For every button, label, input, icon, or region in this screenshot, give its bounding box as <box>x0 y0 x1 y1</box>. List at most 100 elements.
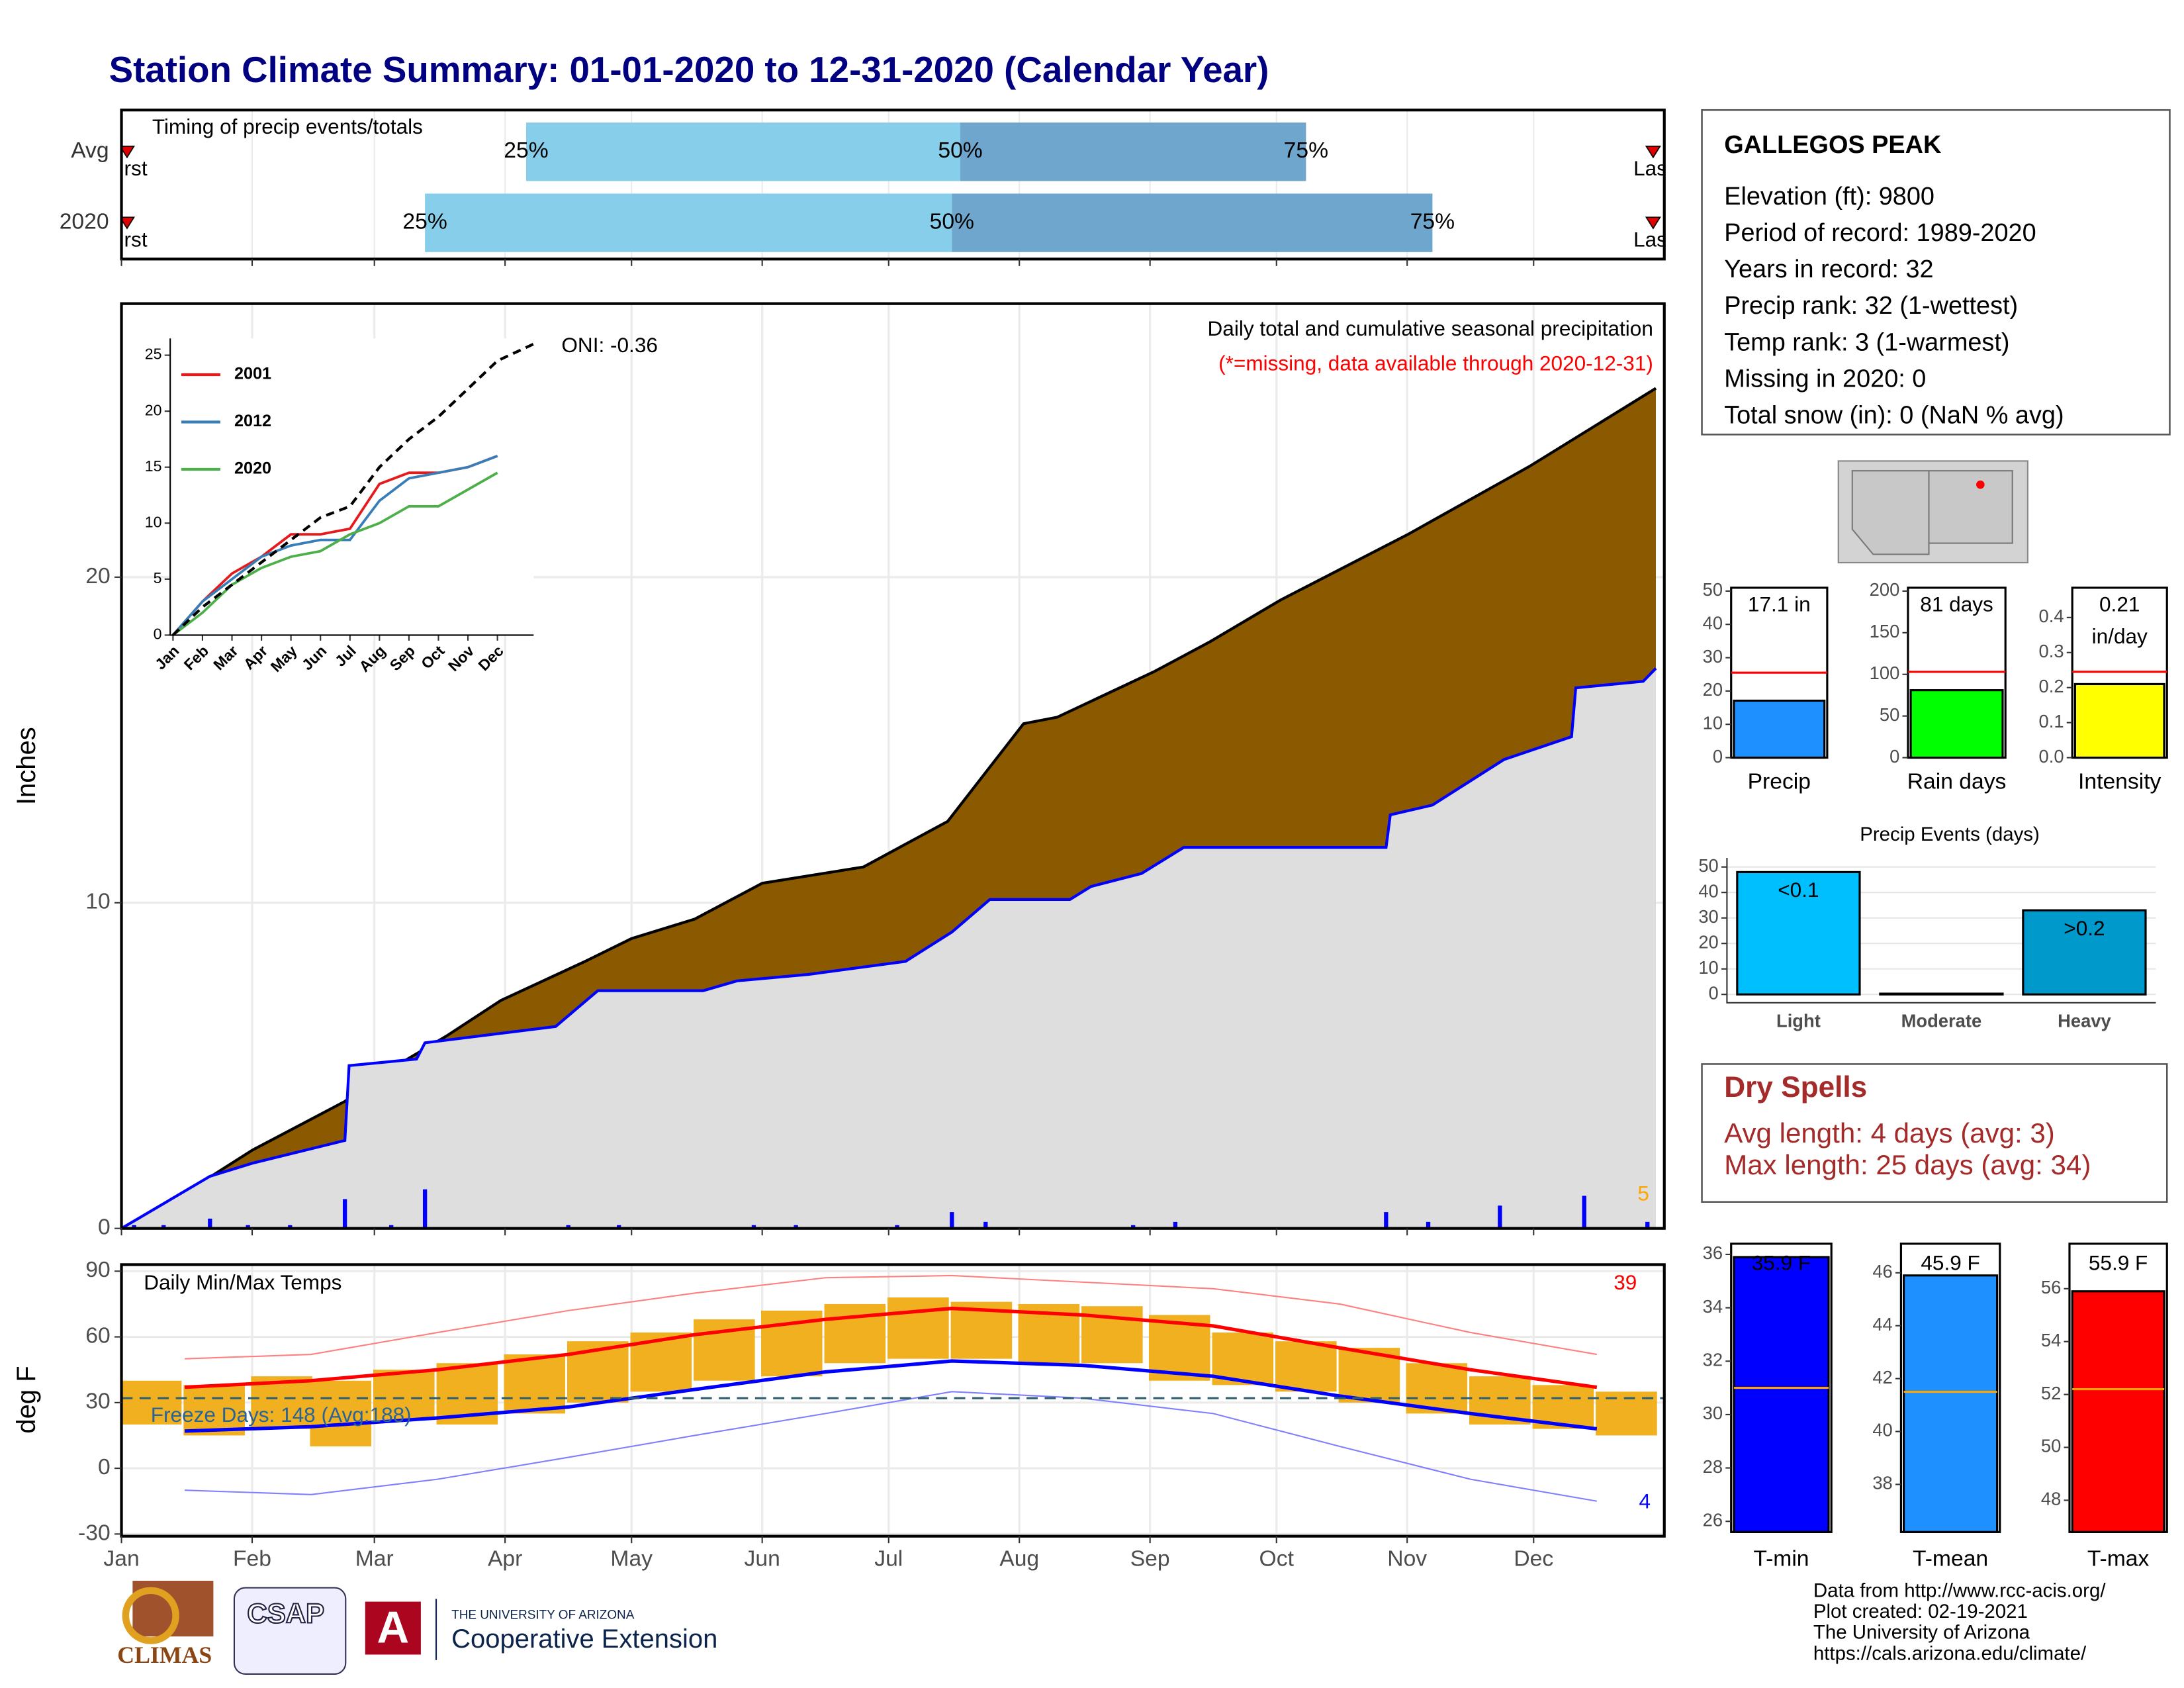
value-label: 17.1 in <box>1748 592 1811 616</box>
x-tick-label: Jan <box>103 1546 139 1571</box>
info-line: Years in record: 32 <box>1724 256 1933 283</box>
logo-shape <box>122 1587 179 1644</box>
marker-label: First <box>107 156 148 180</box>
timing-bar <box>960 122 1306 181</box>
y-tick-label: 26 <box>1703 1509 1723 1530</box>
y-tick-label: 20 <box>85 564 110 588</box>
info-line: Elevation (ft): 9800 <box>1724 183 1934 211</box>
percentile-label: 50% <box>938 138 982 163</box>
y-tick-label: 0 <box>98 1455 111 1479</box>
info-line: Temp rank: 3 (1-warmest) <box>1724 328 2009 356</box>
logo-text: THE UNIVERSITY OF ARIZONA <box>451 1609 635 1622</box>
value-label: >0.2 <box>2064 916 2105 940</box>
bar <box>2073 682 2165 759</box>
x-category-label: Rain days <box>1907 769 2007 794</box>
x-tick-label: Feb <box>233 1546 271 1571</box>
y-tick-label: 40 <box>1703 612 1723 633</box>
daily-bar <box>566 1225 570 1229</box>
y-axis-title: deg F <box>12 1366 41 1433</box>
y-tick-label: 32 <box>1703 1349 1723 1370</box>
daily-bar <box>246 1225 250 1229</box>
y-tick-label: 15 <box>145 457 162 475</box>
daily-bar <box>616 1225 621 1229</box>
row-label: Avg <box>71 138 109 163</box>
station-location <box>1976 480 1985 489</box>
percentile-label: 25% <box>504 138 548 163</box>
temp-range-bar <box>1275 1341 1337 1392</box>
timing-bar <box>525 122 961 181</box>
x-category-label: Heavy <box>2058 1011 2111 1031</box>
y-tick-label: 30 <box>1698 906 1718 927</box>
chart-title: Daily total and cumulative seasonal prec… <box>1208 316 1653 340</box>
chart-title: Precip Events (days) <box>1860 823 2040 845</box>
cumulative-line <box>120 667 1657 1230</box>
y-tick-label: 36 <box>1703 1243 1723 1263</box>
credit-line: Plot created: 02-19-2021 <box>1813 1601 2028 1622</box>
value-label: 55.9 F <box>2089 1251 2148 1275</box>
panel-title: Timing of precip events/totals <box>152 115 423 138</box>
daily-bar <box>1645 1221 1650 1229</box>
y-tick-label: 0 <box>98 1215 111 1240</box>
info-line: Total snow (in): 0 (NaN % avg) <box>1724 402 2064 430</box>
value-label: <0.1 <box>1778 878 1819 902</box>
annotation: Freeze Days: 148 (Avg:188) <box>151 1403 412 1427</box>
logo-text: A <box>377 1603 409 1653</box>
y-tick-label: 0.3 <box>2039 641 2064 661</box>
legend-label: 2001 <box>234 365 271 383</box>
temp-range-bar <box>120 1380 182 1425</box>
y-tick-label: 20 <box>1698 931 1718 952</box>
daily-bar <box>208 1218 212 1229</box>
daily-bar <box>288 1225 293 1229</box>
info-box <box>1701 109 2171 436</box>
y-tick-label: 20 <box>1703 679 1723 700</box>
daily-bar <box>794 1225 798 1229</box>
y-tick-label: 20 <box>145 401 162 418</box>
panel-border <box>120 109 1666 261</box>
y-tick-label: 10 <box>1703 712 1723 733</box>
area-fill <box>121 668 1656 1229</box>
y-tick-label: 0.0 <box>2039 746 2064 767</box>
y-tick-label: 30 <box>1703 646 1723 667</box>
map-borders <box>1851 470 2013 555</box>
ua-logo: A THE UNIVERSITY OF ARIZONA Cooperative … <box>365 1599 717 1660</box>
temp-range-bar <box>310 1380 372 1447</box>
daily-bar <box>342 1199 347 1229</box>
y-tick-label: 90 <box>85 1258 110 1282</box>
annotation: ONI: -0.36 <box>561 333 658 357</box>
marker <box>1645 146 1661 159</box>
x-tick-label: Jul <box>874 1546 903 1571</box>
x-tick-label: Dec <box>1514 1546 1553 1571</box>
info-line: Period of record: 1989-2020 <box>1724 219 2036 247</box>
temp-range-bar <box>251 1376 312 1429</box>
dry-spells-line: Max length: 25 days (avg: 34) <box>1724 1149 2091 1180</box>
timing-bar <box>425 193 952 252</box>
daily-bar <box>1131 1225 1136 1229</box>
y-tick-label: 48 <box>2041 1489 2061 1509</box>
logo-shape <box>233 1587 347 1675</box>
y-tick-label: -30 <box>78 1521 111 1545</box>
bar <box>1909 689 2004 759</box>
axes <box>1726 858 2156 1004</box>
panel-title: Daily Min/Max Temps <box>144 1270 341 1294</box>
daily-bar <box>1426 1221 1431 1229</box>
count-label: 4 <box>1639 1489 1651 1513</box>
daily-bar <box>132 1225 136 1229</box>
temp-line <box>185 1391 1597 1502</box>
value-label: 0.21 <box>2099 592 2140 616</box>
daily-bar <box>751 1225 756 1229</box>
y-tick-label: 0 <box>1889 746 1899 767</box>
logo-text: CSAP <box>247 1598 324 1629</box>
y-tick-label: 10 <box>85 890 110 914</box>
daily-bar <box>1582 1196 1586 1229</box>
y-tick-label: 0 <box>1713 746 1723 767</box>
chart-subtitle: (*=missing, data available through 2020-… <box>1218 352 1653 375</box>
temp-range-bar <box>373 1370 435 1421</box>
daily-bar <box>983 1221 988 1229</box>
daily-bar <box>161 1225 166 1229</box>
logo-text: Cooperative Extension <box>451 1624 717 1654</box>
y-tick-label: 0.2 <box>2039 676 2064 696</box>
percentile-label: 75% <box>1284 138 1328 163</box>
percentile-label: 25% <box>402 210 447 234</box>
value-label: in/day <box>2092 624 2148 648</box>
bar <box>1733 699 1826 759</box>
